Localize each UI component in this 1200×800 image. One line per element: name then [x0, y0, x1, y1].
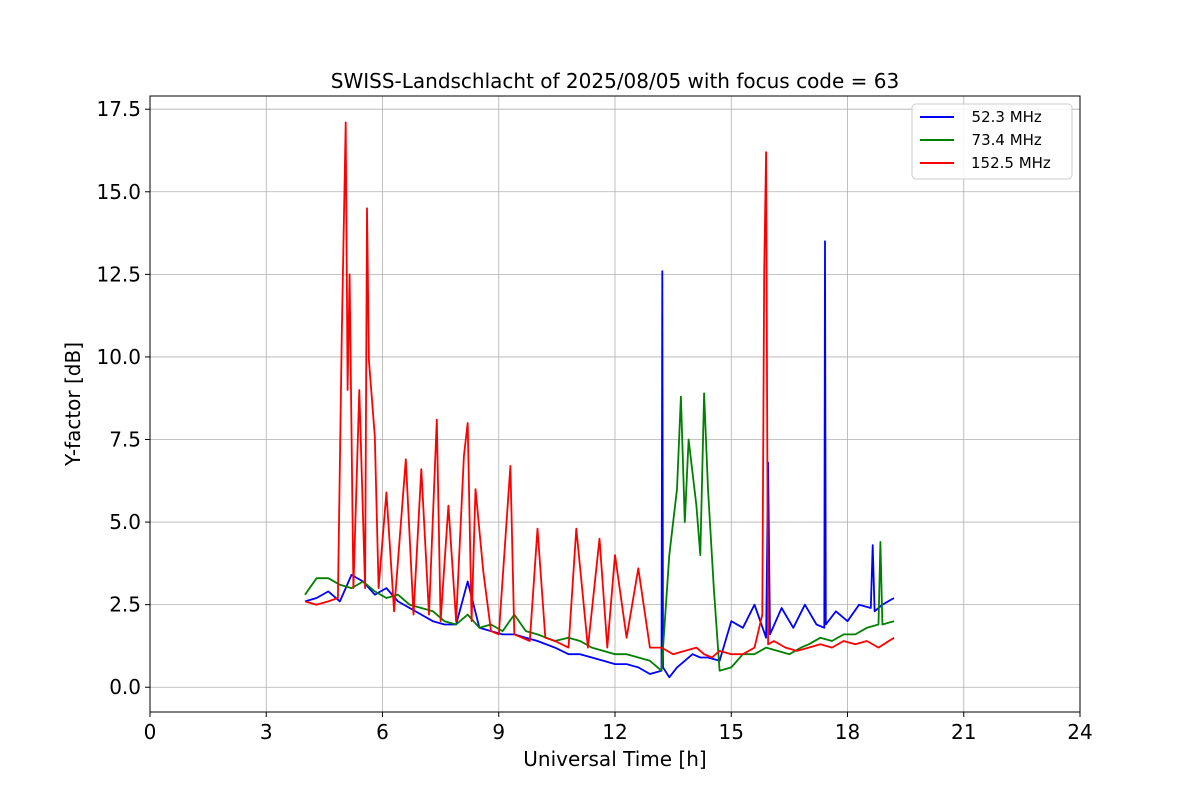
legend-label-52: 52.3 MHz [962, 108, 1042, 126]
x-tick-label-7: 21 [951, 720, 976, 744]
y-tick-label-5: 12.5 [96, 262, 141, 286]
x-tick-label-1: 3 [260, 720, 273, 744]
y-tick-label-7: 17.5 [96, 97, 141, 121]
x-tick-label-8: 24 [1067, 720, 1092, 744]
x-tick-label-2: 6 [376, 720, 389, 744]
y-axis-ticks: 0.0 2.5 5.0 7.5 10.0 12.5 15.0 17.5 [96, 97, 150, 699]
chart-title: SWISS-Landschlacht of 2025/08/05 with fo… [331, 69, 899, 93]
y-tick-label-2: 5.0 [109, 510, 141, 534]
series-line-2 [304, 121, 895, 659]
y-tick-label-3: 7.5 [109, 428, 141, 452]
legend-box [911, 103, 1073, 180]
legend-label-73: 73.4 MHz [962, 131, 1042, 149]
y-tick-label-4: 10.0 [96, 345, 141, 369]
x-tick-label-0: 0 [144, 720, 157, 744]
x-tick-label-6: 18 [835, 720, 860, 744]
x-axis-label: Universal Time [h] [523, 747, 706, 771]
y-tick-label-1: 2.5 [109, 593, 141, 617]
series-line-1 [304, 392, 895, 672]
y-axis-label: Y-factor [dB] [61, 342, 85, 467]
x-tick-label-5: 15 [719, 720, 744, 744]
y-tick-label-0: 0.0 [109, 675, 141, 699]
x-tick-label-4: 12 [602, 720, 627, 744]
series-layer [304, 121, 895, 679]
x-axis-ticks: 0 3 6 9 12 15 18 21 24 [144, 712, 1093, 744]
y-tick-label-6: 15.0 [96, 180, 141, 204]
x-tick-label-3: 9 [492, 720, 505, 744]
legend: 52.3 MHz 73.4 MHz 152.5 MHz [911, 103, 1073, 180]
legend-label-152: 152.5 MHz [971, 154, 1051, 172]
